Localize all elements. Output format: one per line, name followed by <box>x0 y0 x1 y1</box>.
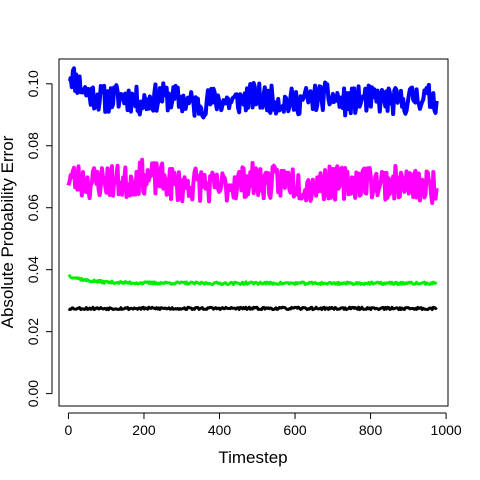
series-line-2 <box>66 157 439 206</box>
x-axis: 0 200 400 600 800 1000 <box>65 412 462 438</box>
y-tick-label: 0.02 <box>25 318 41 345</box>
x-tick-label: 0 <box>65 422 73 438</box>
x-tick-label: 1000 <box>431 422 462 438</box>
y-axis: 0.00 0.02 0.04 0.06 0.08 0.10 <box>25 70 53 407</box>
y-axis-title: Absolute Probability Error <box>0 135 17 328</box>
x-tick-label: 400 <box>208 422 232 438</box>
x-tick-label: 600 <box>283 422 307 438</box>
series-layer <box>66 66 439 312</box>
y-tick-label: 0.10 <box>25 70 41 97</box>
y-tick-label: 0.06 <box>25 194 41 221</box>
x-tick-label: 200 <box>132 422 156 438</box>
y-tick-label: 0.04 <box>25 256 41 283</box>
x-tick-label: 800 <box>359 422 383 438</box>
series-line-1 <box>67 66 439 120</box>
y-tick-label: 0.00 <box>25 380 41 407</box>
series-line-3 <box>67 274 438 287</box>
series-line-4 <box>67 305 438 312</box>
y-tick-label: 0.08 <box>25 132 41 159</box>
x-axis-title: Timestep <box>218 448 287 467</box>
plot-frame <box>58 58 449 407</box>
